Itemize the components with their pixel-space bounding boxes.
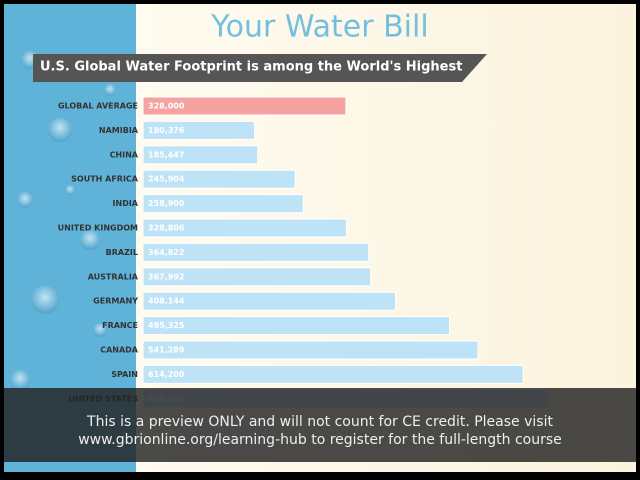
- value-label: 245,904: [148, 175, 185, 184]
- bar: [142, 194, 304, 214]
- subtitle: U.S. Global Water Footprint is among the…: [40, 60, 462, 75]
- bar: [142, 169, 296, 189]
- preview-overlay: [4, 388, 636, 462]
- category-label: SPAIN: [111, 370, 138, 379]
- category-label: FRANCE: [102, 321, 138, 330]
- value-label: 367,992: [148, 272, 184, 281]
- value-label: 180,376: [148, 126, 185, 135]
- category-label: CHINA: [110, 150, 139, 159]
- value-label: 614,200: [148, 370, 185, 379]
- category-label: BRAZIL: [106, 248, 138, 257]
- bar: [142, 242, 370, 262]
- category-label: CANADA: [100, 346, 139, 355]
- bar: [142, 291, 397, 311]
- category-label: INDIA: [113, 199, 139, 208]
- value-label: 258,900: [148, 199, 185, 208]
- category-label: AUSTRALIA: [88, 272, 139, 281]
- value-label: 364,822: [148, 248, 184, 257]
- value-label: 541,289: [148, 346, 185, 355]
- bar: [142, 145, 259, 165]
- overlay-line: www.gbrionline.org/learning-hub to regis…: [78, 432, 562, 448]
- slide-title: Your Water Bill: [210, 10, 428, 45]
- overlay-line: This is a preview ONLY and will not coun…: [86, 414, 553, 430]
- value-label: 495,325: [148, 321, 185, 330]
- bar: [142, 218, 347, 238]
- value-label: 328,000: [148, 102, 185, 111]
- bar: [142, 364, 524, 384]
- bubbles: [10, 51, 116, 390]
- bar: [142, 96, 347, 116]
- category-label: UNITED KINGDOM: [58, 224, 138, 233]
- value-label: 185,447: [148, 150, 184, 159]
- subtitle-bar: [33, 54, 487, 82]
- category-label: GLOBAL AVERAGE: [58, 102, 138, 111]
- category-label: GERMANY: [93, 297, 138, 306]
- bar: [142, 120, 256, 140]
- value-label: 408,144: [148, 297, 185, 306]
- bar: [142, 340, 479, 360]
- category-label: SOUTH AFRICA: [71, 175, 139, 184]
- bar: [142, 316, 450, 336]
- bar: [142, 267, 372, 287]
- category-label: NAMIBIA: [99, 126, 139, 135]
- value-label: 328,806: [148, 224, 185, 233]
